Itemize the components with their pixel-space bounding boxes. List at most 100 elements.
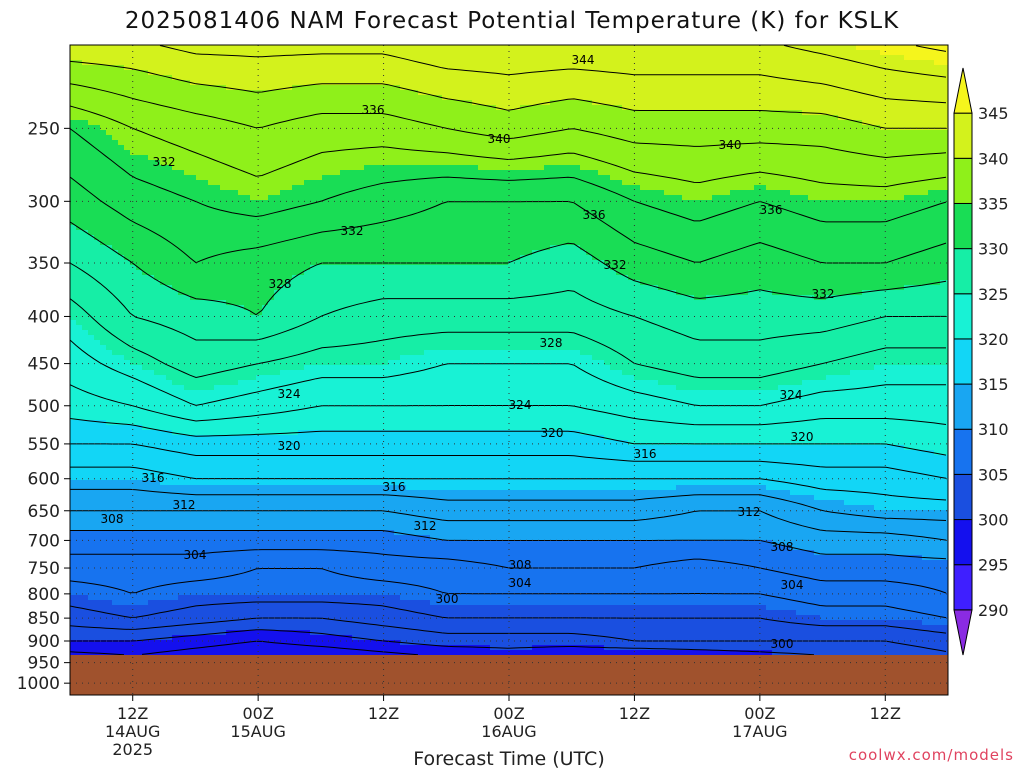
- field-cell: [172, 180, 179, 186]
- field-cell: [82, 565, 89, 571]
- field-cell: [136, 490, 143, 496]
- field-cell: [268, 415, 275, 421]
- field-cell: [196, 240, 203, 246]
- field-cell: [88, 530, 95, 536]
- field-cell: [130, 385, 137, 391]
- field-cell: [202, 385, 209, 391]
- field-cell: [106, 435, 113, 441]
- field-cell: [106, 460, 113, 466]
- field-cell: [118, 90, 125, 96]
- field-cell: [118, 525, 125, 531]
- field-cell: [124, 645, 131, 651]
- field-cell: [250, 85, 257, 91]
- field-cell: [172, 330, 179, 336]
- field-cell: [94, 480, 101, 486]
- field-cell: [88, 220, 95, 226]
- field-cell: [172, 170, 179, 176]
- field-cell: [148, 380, 155, 386]
- field-cell: [244, 125, 251, 131]
- field-cell: [118, 285, 125, 291]
- field-cell: [82, 530, 89, 536]
- field-cell: [118, 565, 125, 571]
- field-cell: [220, 245, 227, 251]
- field-cell: [154, 620, 161, 626]
- field-cell: [172, 650, 179, 656]
- field-cell: [244, 490, 251, 496]
- field-cell: [226, 375, 233, 381]
- field-cell: [94, 635, 101, 641]
- field-cell: [100, 350, 107, 356]
- field-cell: [70, 200, 77, 206]
- field-cell: [280, 510, 287, 516]
- field-cell: [208, 380, 215, 386]
- field-cell: [178, 315, 185, 321]
- field-cell: [82, 255, 89, 261]
- field-cell: [142, 635, 149, 641]
- field-cell: [244, 360, 251, 366]
- field-cell: [124, 615, 131, 621]
- field-cell: [262, 405, 269, 411]
- field-cell: [274, 270, 281, 276]
- field-cell: [292, 620, 299, 626]
- field-cell: [214, 80, 221, 86]
- field-cell: [190, 105, 197, 111]
- field-cell: [262, 520, 269, 526]
- field-cell: [142, 125, 149, 131]
- field-cell: [112, 125, 119, 131]
- field-cell: [208, 265, 215, 271]
- field-cell: [82, 340, 89, 346]
- field-cell: [286, 175, 293, 181]
- field-cell: [268, 390, 275, 396]
- field-cell: [106, 285, 113, 291]
- field-cell: [244, 640, 251, 646]
- field-cell: [124, 500, 131, 506]
- field-cell: [202, 510, 209, 516]
- field-cell: [184, 520, 191, 526]
- field-cell: [124, 490, 131, 496]
- field-cell: [94, 95, 101, 101]
- field-cell: [292, 560, 299, 566]
- field-cell: [238, 500, 245, 506]
- field-cell: [112, 535, 119, 541]
- field-cell: [232, 215, 239, 221]
- field-cell: [76, 205, 83, 211]
- field-cell: [208, 65, 215, 71]
- field-cell: [118, 600, 125, 606]
- field-cell: [184, 575, 191, 581]
- field-cell: [70, 240, 77, 246]
- field-cell: [196, 570, 203, 576]
- field-cell: [82, 230, 89, 236]
- field-cell: [214, 200, 221, 206]
- field-cell: [268, 605, 275, 611]
- field-cell: [166, 500, 173, 506]
- field-cell: [124, 535, 131, 541]
- field-cell: [106, 210, 113, 216]
- field-cell: [256, 550, 263, 556]
- field-cell: [124, 450, 131, 456]
- field-cell: [172, 335, 179, 341]
- field-cell: [232, 640, 239, 646]
- field-cell: [232, 300, 239, 306]
- field-cell: [118, 420, 125, 426]
- field-cell: [70, 465, 77, 471]
- field-cell: [256, 230, 263, 236]
- field-cell: [94, 565, 101, 571]
- field-cell: [76, 375, 83, 381]
- field-cell: [286, 105, 293, 111]
- field-cell: [70, 305, 77, 311]
- field-cell: [154, 305, 161, 311]
- field-cell: [226, 175, 233, 181]
- field-cell: [148, 535, 155, 541]
- field-cell: [76, 580, 83, 586]
- field-cell: [244, 90, 251, 96]
- field-cell: [292, 50, 299, 56]
- field-cell: [124, 245, 131, 251]
- field-cell: [268, 255, 275, 261]
- field-cell: [70, 355, 77, 361]
- field-cell: [172, 310, 179, 316]
- field-cell: [250, 220, 257, 226]
- field-cell: [292, 370, 299, 376]
- field-cell: [178, 85, 185, 91]
- field-cell: [160, 120, 167, 126]
- field-cell: [256, 220, 263, 226]
